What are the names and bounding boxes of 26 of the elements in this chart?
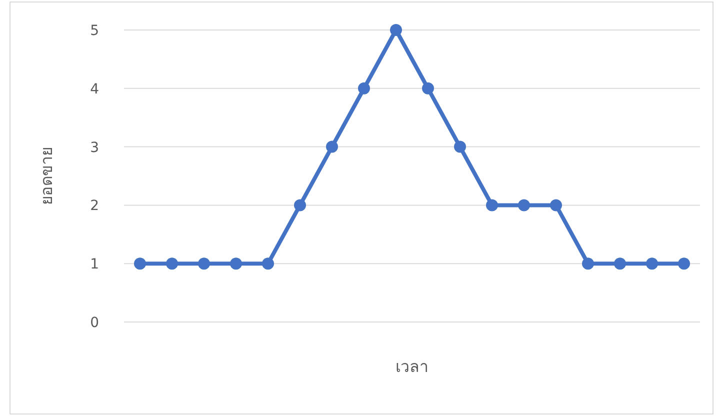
point: [134, 258, 146, 270]
point: [614, 258, 626, 270]
point: [262, 258, 274, 270]
y-tick-label: 2: [90, 198, 99, 214]
point: [358, 82, 370, 94]
point: [166, 258, 178, 270]
point: [422, 82, 434, 94]
point: [390, 24, 402, 36]
point: [198, 258, 210, 270]
y-tick-label: 4: [90, 81, 100, 98]
point: [486, 199, 498, 212]
point: [678, 258, 690, 270]
point: [518, 199, 530, 212]
y-tick-label: 0: [90, 315, 99, 331]
point: [550, 199, 562, 212]
x-axis-title: เวลา: [396, 357, 428, 376]
point: [230, 258, 242, 270]
point: [326, 140, 338, 153]
point: [454, 140, 466, 153]
point: [582, 258, 594, 270]
point: [646, 258, 658, 270]
y-tick-label: 3: [90, 140, 99, 156]
y-axis-title: ยอดขาย: [37, 147, 56, 205]
point: [294, 199, 306, 212]
y-tick-label: 1: [90, 256, 99, 273]
y-tick-label: 5: [90, 23, 99, 39]
